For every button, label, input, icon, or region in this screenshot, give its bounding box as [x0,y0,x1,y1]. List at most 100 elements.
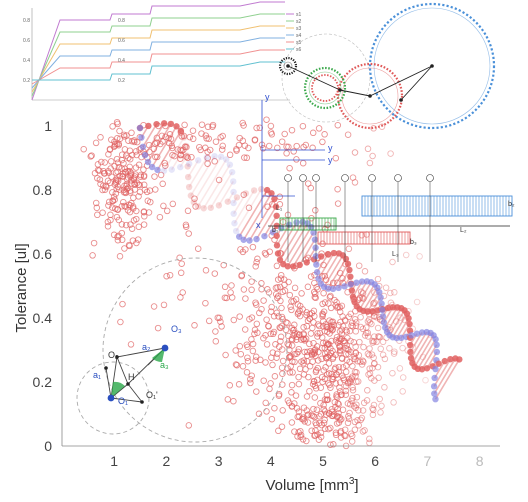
scatter-point [280,408,286,414]
helix-strand-red [318,253,324,259]
scatter-point [267,386,273,392]
scatter-point [279,305,285,311]
scatter-point [365,388,371,394]
scatter-point [322,132,328,138]
scatter-point [321,290,327,296]
helix-strand-blue [431,390,437,396]
tolerance-marker [369,175,376,182]
inset-tick-label: 0.8 [118,18,125,24]
helix-strand-blue [293,219,299,225]
y-axis-label: Tolerance [ul] [13,243,30,332]
scatter-point [241,287,247,293]
scatter-point [268,123,274,129]
inset-tick-label: 0.6 [118,38,125,44]
helix-strand-red [161,120,167,126]
vector-label-2: y [328,155,333,165]
scatter-point [377,396,383,402]
helix-strand-blue [169,166,175,172]
scatter-point [245,358,251,364]
helix-strand-blue [308,224,314,230]
gear-link [401,66,432,100]
x-tick-label: 6 [371,453,379,469]
scatter-point [227,152,233,158]
scatter-point [268,130,274,136]
scatter-point [108,212,114,218]
y-tick-label: 1 [44,118,52,134]
scatter-point [382,385,388,391]
scatter-point [227,383,233,389]
scatter-point [187,134,193,140]
helix-strand-blue [195,157,201,163]
scatter-point [90,253,96,259]
helix-strand-blue [230,189,236,195]
x-tick-label: 3 [215,453,223,469]
scatter-point [237,314,243,320]
geometry-label: a₃ [160,360,169,370]
scatter-point [344,363,350,369]
scatter-point [190,128,196,134]
helix-strand-red [290,263,296,269]
scatter-point [310,130,316,136]
x-tick-label: 8 [476,453,484,469]
scatter-point [292,285,298,291]
scatter-point [333,155,339,161]
geometry-label: O₃ [171,324,182,334]
helix-strand-blue [142,152,148,158]
scatter-point [304,394,310,400]
helix-strand-blue [431,383,437,389]
helix-strand-blue [434,349,440,355]
geometry-point [126,382,130,386]
scatter-point [353,329,359,335]
helix-strand-blue [377,294,383,300]
scatter-point [326,426,332,432]
scatter-point [203,268,209,274]
scatter-point [364,325,370,331]
helix-strand-red [405,315,411,321]
scatter-point [300,123,306,129]
inset-tick-label: 0.8 [23,18,30,24]
scatter-point [195,246,201,252]
helix-strand-blue [231,220,237,226]
geometry-segment [106,368,111,398]
scatter-point [249,279,255,285]
vector-label-1: y [328,143,333,153]
scatter-point [259,281,265,287]
scatter-point [314,407,320,413]
scatter-point [264,117,270,123]
scatter-point [161,302,167,308]
helix-strand-blue [246,237,252,243]
scatter-point [231,398,237,404]
scatter-point [263,252,269,258]
x-tick-label: 1 [110,453,118,469]
scatter-point [308,331,314,337]
scatter-point [298,428,304,434]
helix-strand-blue [433,342,439,348]
helix-strand-blue [177,164,183,170]
scatter-point [348,431,354,437]
helix-strand-red [168,121,174,127]
helix-strand-red [195,203,201,209]
geometry-label: O₂ [108,350,119,360]
scatter-point [120,301,126,307]
helix-strand-red [178,128,184,134]
scatter-point [122,147,128,153]
scatter-point [93,140,99,146]
scatter-point [400,389,406,395]
scatter-point [337,389,343,395]
helix-strand-blue [211,153,217,159]
scatter-point [92,170,98,176]
scatter-point [128,342,134,348]
scatter-point [250,348,256,354]
helix-strand-red [184,153,190,159]
geometry-label: O₁' [146,390,158,400]
helix-strand-blue [230,210,236,216]
inset-tick-label: 0.4 [23,58,30,64]
tolerance-label: b₁ [272,227,279,234]
scatter-point [423,377,429,383]
inset-tick-label: 0.6 [23,38,30,44]
scatter-point [131,195,137,201]
scatter-point [284,151,290,157]
scatter-point [135,237,141,243]
helix-strand-blue [204,154,210,160]
